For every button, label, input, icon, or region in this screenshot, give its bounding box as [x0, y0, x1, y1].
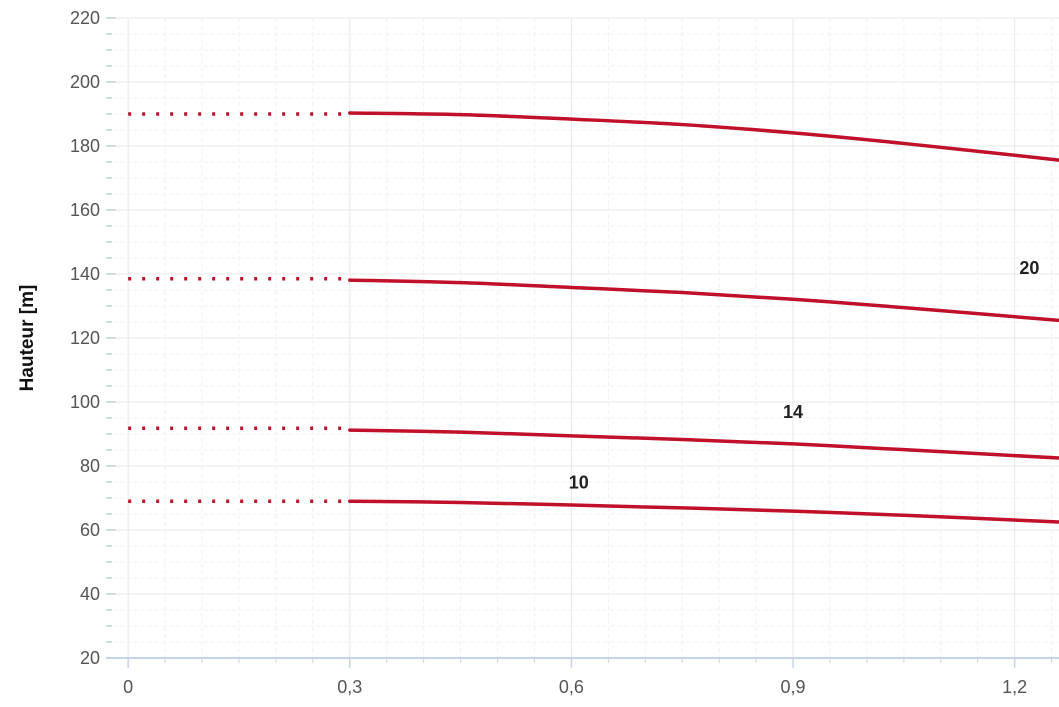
series-label: 20: [1019, 258, 1039, 278]
y-tick-label: 20: [80, 648, 100, 668]
curve-labels: 10 14 20: [569, 258, 1040, 492]
series-label: 10: [569, 472, 589, 492]
series-layer: [128, 111, 1059, 524]
y-tick-label: 100: [70, 392, 100, 412]
series-line: [348, 428, 1059, 460]
series-label: 14: [783, 402, 803, 422]
y-tick-label: 40: [80, 584, 100, 604]
y-tick-label: 200: [70, 72, 100, 92]
y-axis-ticks: 20 40 60 80 100 120 140 160 180 200 220: [70, 8, 100, 668]
x-tick-label: 0,9: [781, 677, 806, 697]
major-grid: [106, 17, 1059, 659]
series-line: [348, 278, 1059, 323]
y-tick-label: 160: [70, 200, 100, 220]
y-tick-label: 220: [70, 8, 100, 28]
series-line: [348, 111, 1059, 162]
x-tick-label: 0,6: [559, 677, 584, 697]
x-tick-label: 0: [123, 677, 133, 697]
x-tick-label: 1,2: [1002, 677, 1027, 697]
x-tick-label: 0,3: [337, 677, 362, 697]
y-tick-label: 80: [80, 456, 100, 476]
y-tick-label: 60: [80, 520, 100, 540]
y-axis-title: Hauteur [m]: [17, 285, 38, 392]
y-tick-label: 180: [70, 136, 100, 156]
x-axis-ticks: 0 0,3 0,6 0,9 1,2: [123, 677, 1027, 697]
series-line: [348, 499, 1059, 524]
y-tick-label: 140: [70, 264, 100, 284]
y-tick-label: 120: [70, 328, 100, 348]
axes: [106, 17, 1059, 668]
